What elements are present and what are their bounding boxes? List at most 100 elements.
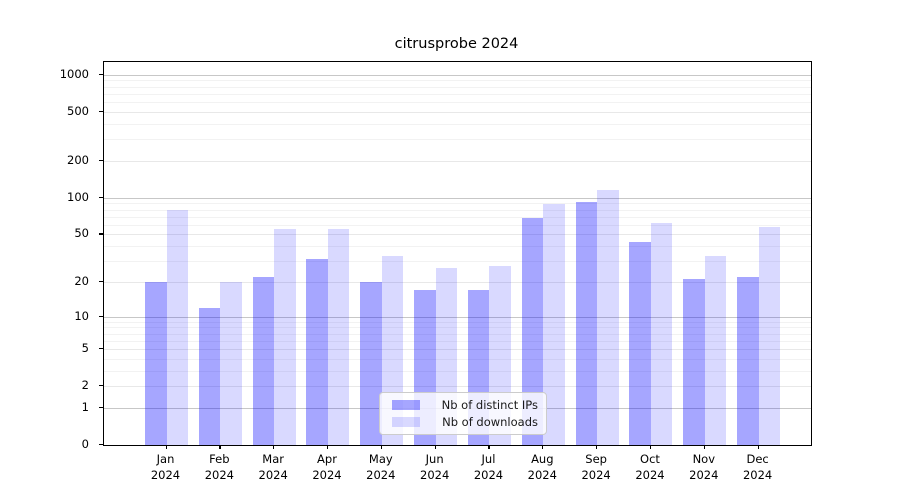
bar-distinct-ips-jan (145, 281, 167, 445)
bar-distinct-ips-nov (683, 279, 705, 445)
y-tick-label-2: 2 (81, 378, 89, 393)
x-tick-mark (165, 445, 167, 450)
y-tick-label-10: 10 (74, 308, 89, 323)
y-tick-label-0: 0 (81, 437, 89, 451)
gridline-y-6 (104, 340, 811, 342)
x-tick-mark (434, 445, 436, 450)
y-tick-label-200: 200 (67, 152, 89, 167)
gridline-y-80 (104, 209, 811, 211)
y-tick-mark (99, 406, 103, 409)
bar-downloads-dec (758, 227, 781, 445)
gridline-y-600 (104, 102, 811, 104)
gridline-y-10 (104, 316, 811, 318)
gridline-y-3 (104, 370, 811, 372)
plot-area (103, 61, 812, 446)
x-tick-mark (326, 445, 329, 450)
bar-downloads-apr (327, 229, 350, 445)
x-tick-mark (649, 445, 652, 450)
x-tick-label-nov: Nov 2024 (689, 452, 719, 482)
x-tick-label-sep: Sep 2024 (581, 452, 611, 482)
bar-distinct-ips-apr (306, 259, 328, 445)
bar-distinct-ips-sep (575, 202, 598, 445)
x-tick-mark (542, 445, 544, 450)
gridline-y-40 (104, 246, 811, 247)
y-tick-mark (99, 315, 103, 317)
bar-downloads-sep (597, 190, 619, 445)
x-tick-label-aug: Aug 2024 (527, 452, 557, 482)
legend-label-distinct-ips: Nb of distinct IPs (441, 398, 538, 412)
y-tick-label-1000: 1000 (59, 66, 89, 81)
y-tick-mark (99, 73, 103, 75)
legend: Nb of distinct IPs Nb of downloads (379, 392, 547, 435)
x-tick-label-oct: Oct 2024 (635, 452, 665, 482)
gridline-y-900 (104, 80, 811, 82)
x-tick-mark (488, 445, 490, 450)
chart-title: citrusprobe 2024 (394, 36, 519, 52)
x-tick-mark (596, 445, 598, 450)
y-tick-mark (99, 110, 103, 113)
y-tick-label-50: 50 (74, 226, 89, 241)
gridline-y-300 (104, 139, 811, 141)
bar-downloads-nov (704, 256, 727, 445)
bar-distinct-ips-mar (252, 276, 275, 445)
x-tick-mark (757, 445, 759, 450)
gridline-y-60 (104, 224, 811, 226)
bar-distinct-ips-may (360, 281, 382, 445)
legend-label-downloads: Nb of downloads (442, 415, 538, 429)
gridline-y-30 (104, 260, 811, 262)
bar-distinct-ips-oct (629, 242, 651, 445)
bar-downloads-feb (220, 281, 242, 445)
gridline-y-4 (104, 358, 811, 360)
gridline-y-1000 (104, 74, 811, 76)
legend-swatch-downloads (392, 417, 420, 427)
gridline-y-200 (104, 160, 811, 162)
legend-item-distinct-ips: Nb of distinct IPs (388, 398, 538, 412)
bar-downloads-aug (543, 204, 565, 445)
gridline-y-9 (104, 321, 811, 323)
bar-downloads-jan (166, 209, 188, 445)
y-tick-label-1: 1 (81, 399, 89, 414)
x-tick-label-mar: Mar 2024 (258, 452, 288, 482)
x-tick-mark (380, 445, 382, 450)
x-tick-label-dec: Dec 2024 (742, 452, 773, 482)
x-tick-label-jul: Jul 2024 (473, 452, 504, 482)
x-tick-mark (273, 445, 275, 450)
x-tick-label-jan: Jan 2024 (150, 452, 181, 482)
gridline-y-7 (104, 333, 811, 335)
y-tick-mark (99, 159, 103, 162)
gridline-y-700 (104, 93, 811, 95)
gridline-y-500 (104, 111, 811, 113)
y-tick-mark (99, 233, 103, 235)
gridline-y-400 (104, 123, 811, 125)
x-tick-mark (703, 445, 705, 450)
y-tick-label-100: 100 (67, 189, 89, 204)
y-tick-mark (99, 347, 103, 350)
bar-downloads-oct (650, 222, 673, 445)
bar-distinct-ips-aug (521, 218, 544, 445)
y-tick-mark (99, 444, 103, 446)
bar-distinct-ips-feb (198, 307, 221, 445)
legend-item-downloads: Nb of downloads (388, 415, 538, 429)
gridline-y-100 (104, 197, 811, 199)
x-tick-label-apr: Apr 2024 (312, 452, 342, 482)
x-tick-label-jun: Jun 2024 (420, 452, 450, 482)
y-tick-mark (99, 280, 103, 283)
y-tick-label-500: 500 (67, 103, 89, 118)
y-tick-label-5: 5 (81, 340, 89, 355)
y-tick-mark (99, 385, 103, 387)
bar-distinct-ips-dec (737, 276, 759, 445)
gridline-y-2 (104, 386, 811, 388)
x-tick-label-feb: Feb 2024 (204, 452, 234, 482)
gridline-y-70 (104, 216, 811, 218)
gridline-y-800 (104, 86, 811, 88)
y-tick-mark (99, 196, 103, 198)
bar-downloads-mar (274, 229, 296, 445)
y-tick-label-20: 20 (74, 273, 89, 288)
x-tick-label-may: May 2024 (366, 452, 396, 482)
gridline-y-90 (104, 203, 811, 205)
gridline-y-5 (104, 348, 811, 350)
gridline-y-8 (104, 327, 811, 329)
gridline-y-50 (104, 234, 811, 236)
legend-swatch-distinct-ips (392, 400, 420, 410)
